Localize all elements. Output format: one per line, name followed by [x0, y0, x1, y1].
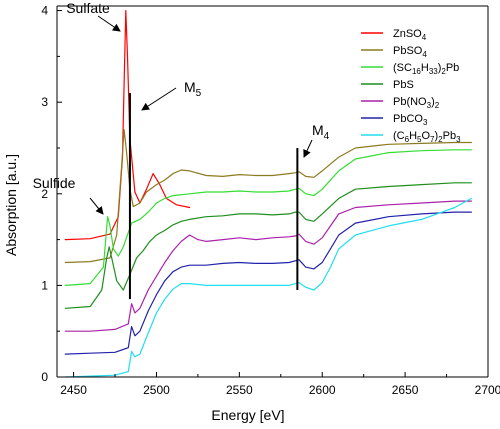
- legend-text-part: PbS: [393, 79, 414, 91]
- legend-text-part: O: [421, 130, 430, 142]
- series-line-1: [64, 10, 191, 241]
- legend-text-part: (C: [393, 130, 405, 142]
- legend-label-3: (SC16H33)2Pb: [393, 62, 459, 76]
- legend-text-part: H: [409, 130, 417, 142]
- legend-text-part: Pb(NO: [393, 96, 427, 108]
- y-axis-label: Absorption [a.u.]: [3, 154, 19, 256]
- arrow-m5: [141, 87, 177, 111]
- legend-text-part: 3: [456, 135, 461, 144]
- legend-text-part: 2: [435, 101, 440, 110]
- legend-text-part: 33: [429, 67, 438, 76]
- legend-label-6: PbCO3: [393, 113, 428, 127]
- annotation-m5-sub: 5: [196, 88, 202, 99]
- x-tick-label: 2500: [143, 383, 170, 397]
- x-tick-label: 2450: [60, 383, 87, 397]
- legend-text-part: 6: [405, 135, 410, 144]
- legend-text-part: H: [421, 62, 429, 74]
- y-tick-label: 3: [41, 95, 48, 109]
- y-ticks: 0 1 2 3 4: [41, 4, 62, 384]
- legend-text-part: 7: [430, 135, 435, 144]
- legend-text-part: 2: [441, 67, 446, 76]
- legend-text-part: Pb: [443, 130, 456, 142]
- x-tick-label: 2550: [226, 383, 253, 397]
- annotation-m4-base: M: [312, 122, 324, 138]
- arrow-sulfide: [89, 197, 104, 215]
- legend-label-2: PbSO4: [393, 45, 427, 59]
- legend-text-part: 4: [422, 33, 427, 42]
- annotations: Sulfate Sulfide M5 M4: [33, 0, 330, 215]
- x-tick-label: 2600: [309, 383, 336, 397]
- legend-text-part: 16: [412, 67, 421, 76]
- arrow-m4: [303, 139, 313, 158]
- series-line-4: [64, 182, 472, 309]
- legend-text-part: 2: [438, 135, 443, 144]
- x-tick-label: 2700: [475, 383, 500, 397]
- annotation-m4-sub: 4: [324, 131, 330, 142]
- legend-text-part: ): [431, 96, 435, 108]
- series-layer: [64, 10, 472, 378]
- annotation-sulfate: Sulfate: [66, 0, 110, 16]
- legend-label-1: ZnSO4: [393, 28, 427, 42]
- y-tick-label: 1: [41, 278, 48, 292]
- annotation-m5-base: M: [184, 79, 196, 95]
- annotation-m5: M5: [184, 79, 202, 99]
- y-tick-label: 0: [41, 370, 48, 384]
- legend-label-5: Pb(NO3)2: [393, 96, 440, 110]
- legend-text-part: 3: [427, 101, 432, 110]
- legend: ZnSO4PbSO4(SC16H33)2PbPbSPb(NO3)2PbCO3(C…: [361, 28, 461, 144]
- series-line-3: [64, 149, 472, 286]
- legend-text-part: (SC: [393, 62, 412, 74]
- annotation-m4: M4: [312, 122, 330, 142]
- legend-text-part: 4: [422, 50, 427, 59]
- legend-text-part: ): [438, 62, 442, 74]
- x-ticks: 2450 2500 2550 2600 2650 2700: [60, 372, 500, 397]
- legend-text-part: 3: [423, 118, 428, 127]
- x-tick-label: 2650: [392, 383, 419, 397]
- legend-text-part: PbCO: [393, 113, 423, 125]
- legend-text-part: 5: [417, 135, 422, 144]
- x-axis-label: Energy [eV]: [211, 407, 284, 423]
- legend-label-4: PbS: [393, 79, 414, 91]
- series-line-6: [64, 211, 472, 355]
- series-line-7: [64, 197, 472, 378]
- arrow-sulfate: [97, 15, 121, 32]
- series-line-2: [64, 129, 472, 264]
- series-line-5: [64, 200, 472, 332]
- legend-text-part: PbSO: [393, 45, 423, 57]
- y-tick-label: 2: [41, 187, 48, 201]
- reference-lines: [128, 93, 299, 300]
- annotation-sulfide: Sulfide: [33, 175, 76, 191]
- legend-text-part: ): [434, 130, 438, 142]
- legend-text-part: Pb: [446, 62, 459, 74]
- legend-text-part: ZnSO: [393, 28, 422, 40]
- y-tick-label: 4: [41, 4, 48, 18]
- legend-label-7: (C6H5O7)2Pb3: [393, 130, 461, 144]
